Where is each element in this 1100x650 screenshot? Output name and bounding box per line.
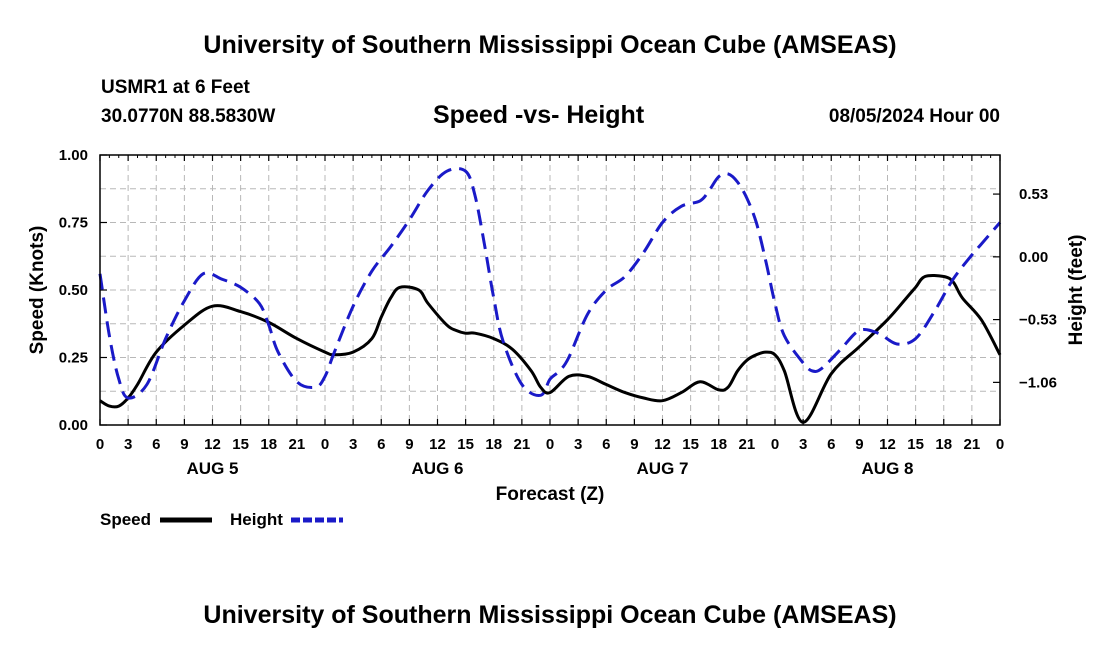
legend-label-speed: Speed	[100, 510, 152, 529]
y-axis-title: Speed (Knots)	[27, 226, 48, 355]
x-tick-label: 6	[377, 436, 385, 453]
x-tick-label: 6	[827, 436, 835, 453]
x-tick-label: 21	[739, 436, 756, 453]
plot-frame	[99, 154, 1001, 426]
series-group	[98, 167, 1002, 424]
y2-tick-label: −0.53	[1019, 312, 1057, 329]
x-tick-label: 18	[260, 436, 277, 453]
y2-axis-title: Height (feet)	[1066, 235, 1087, 346]
x-tick-label: 6	[152, 436, 160, 453]
grid	[100, 155, 1000, 425]
y-tick-label: 1.00	[59, 147, 88, 164]
chart-title: Speed -vs- Height	[433, 101, 645, 129]
page-title-top: University of Southern Mississippi Ocean…	[203, 31, 897, 59]
x-tick-label: 12	[429, 436, 446, 453]
x-axis-title: Forecast (Z)	[496, 484, 605, 505]
x-tick-label: 12	[204, 436, 221, 453]
x-tick-label: 3	[349, 436, 357, 453]
x-tick-label: 18	[485, 436, 502, 453]
x-tick-label: 0	[96, 436, 104, 453]
y-tick-label: 0.75	[59, 215, 88, 232]
x-tick-label: 21	[289, 436, 306, 453]
x-tick-label: 15	[457, 436, 474, 453]
x-tick-label: 9	[855, 436, 863, 453]
x-tick-label: 0	[321, 436, 329, 453]
y-tick-label: 0.25	[59, 350, 88, 367]
y2-tick-label: 0.53	[1019, 186, 1048, 203]
datetime-label: 08/05/2024 Hour 00	[828, 106, 1000, 127]
x-tick-label: 12	[879, 436, 896, 453]
day-label: AUG 5	[187, 459, 239, 478]
series-line-height	[98, 167, 1002, 400]
coordinates-label: 30.0770N 88.5830W	[101, 106, 276, 127]
axis-labels: 0 3 6 9 12 15 18 21 0 3 6 9 12 15 18 21 0 3 6 9 12 15 18 21 0 3 6 9…	[27, 147, 1087, 505]
x-tick-label: 6	[602, 436, 610, 453]
x-tick-label: 21	[514, 436, 531, 453]
x-tick-label: 9	[180, 436, 188, 453]
x-tick-label: 15	[907, 436, 924, 453]
x-tick-label: 21	[964, 436, 981, 453]
x-tick-label: 3	[124, 436, 132, 453]
x-tick-label: 9	[630, 436, 638, 453]
x-tick-label: 0	[996, 436, 1004, 453]
y-tick-label: 0.50	[59, 282, 88, 299]
station-label: USMR1 at 6 Feet	[101, 77, 250, 98]
x-tick-label: 15	[232, 436, 249, 453]
day-label: AUG 6	[412, 459, 464, 478]
series-line-speed	[99, 273, 1002, 424]
x-tick-label: 15	[682, 436, 699, 453]
y-tick-label: 0.00	[59, 417, 88, 434]
x-tick-label: 0	[546, 436, 554, 453]
x-tick-label: 12	[654, 436, 671, 453]
legend-label-height: Height	[230, 510, 283, 529]
x-tick-label: 3	[574, 436, 582, 453]
page-title-bottom: University of Southern Mississippi Ocean…	[203, 601, 897, 629]
x-tick-label: 3	[799, 436, 807, 453]
x-tick-label: 0	[771, 436, 779, 453]
x-tick-label: 18	[935, 436, 952, 453]
x-tick-label: 18	[710, 436, 727, 453]
y2-tick-label: 0.00	[1019, 249, 1048, 266]
y2-tick-label: −1.06	[1019, 374, 1057, 391]
x-tick-label: 9	[405, 436, 413, 453]
day-label: AUG 7	[637, 459, 689, 478]
day-label: AUG 8	[862, 459, 914, 478]
